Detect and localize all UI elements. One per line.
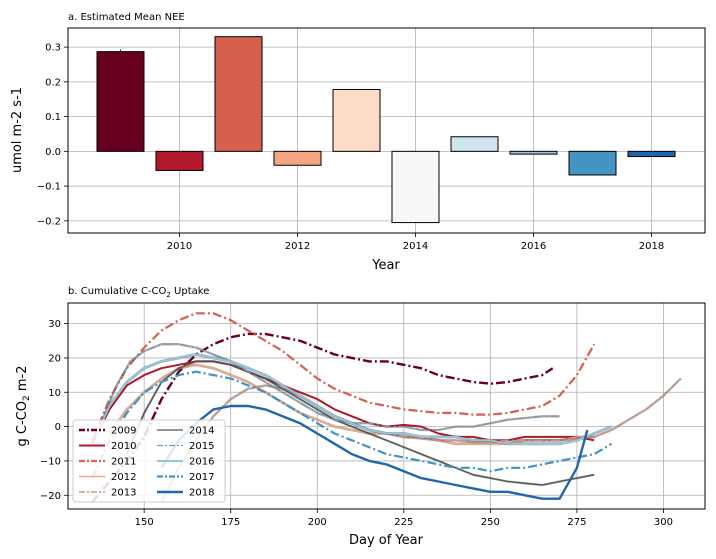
bar-2018 <box>627 150 676 158</box>
legend-box <box>72 419 226 503</box>
panel-b-x-tick-label: 300 <box>654 517 673 528</box>
series-line-2015 <box>101 343 560 431</box>
bar-2012 <box>273 150 322 166</box>
bar-2010 <box>155 150 204 171</box>
panel-b: b. Cumulative C-CO2 Uptake 150 175 200 225 2… <box>15 286 706 548</box>
series-line-2010 <box>91 360 595 445</box>
panel-a-y-tick-label: −0.1 <box>37 182 61 193</box>
legend-label-2017: 2017 <box>189 472 214 483</box>
series-line-2017 <box>91 370 613 479</box>
panel-a-x-tick-label: 2010 <box>167 241 192 252</box>
panel-b-x-tick-label: 150 <box>135 517 154 528</box>
bar-2011 <box>214 36 263 152</box>
series-line-2013 <box>160 378 682 503</box>
panel-b-y-tick-label: −10 <box>40 456 61 467</box>
panel-a-y-tick-label: 0.3 <box>45 43 61 54</box>
panel-a-x-tick-label: 2014 <box>403 241 428 252</box>
panel-b-lines <box>91 312 682 503</box>
series-line-2014 <box>126 360 595 486</box>
panel-b-title: b. Cumulative C-CO2 Uptake <box>68 286 209 299</box>
legend-label-2012: 2012 <box>111 472 136 483</box>
legend-label-2013: 2013 <box>111 488 136 499</box>
panel-b-frame <box>67 302 706 510</box>
legend-label-2009: 2009 <box>111 426 136 437</box>
legend-label-2011: 2011 <box>111 457 136 468</box>
panel-a-x-tick-label: 2012 <box>285 241 310 252</box>
bar-2015 <box>450 136 499 152</box>
series-line-2018 <box>160 404 589 500</box>
bar-2009 <box>96 51 145 152</box>
panel-b-x-tick-label: 275 <box>567 517 586 528</box>
series-line-2016 <box>94 353 612 445</box>
series-line-2011 <box>91 312 596 441</box>
panel-a-y-tick-label: 0.1 <box>45 112 61 123</box>
series-line-2012 <box>108 364 595 445</box>
bar-2013 <box>332 89 381 152</box>
panel-b-y-tick-label: 30 <box>48 319 61 330</box>
panel-b-y-ticks: 30 20 10 0 −10 −20 <box>40 319 68 502</box>
panel-b-x-label: Day of Year <box>349 533 424 548</box>
legend-label-2018: 2018 <box>189 488 214 499</box>
panel-a-bars <box>96 36 676 224</box>
legend-label-2016: 2016 <box>189 457 214 468</box>
panel-a-y-ticks: 0.3 0.2 0.1 0.0 −0.1 −0.2 <box>37 43 68 227</box>
panel-a-x-tick-label: 2018 <box>639 241 664 252</box>
panel-b-x-ticks: 150 175 200 225 250 275 300 <box>135 509 673 528</box>
panel-b-y-tick-label: 20 <box>48 353 61 364</box>
panel-a-y-tick-label: 0.2 <box>45 77 61 88</box>
panel-b-y-tick-label: −20 <box>40 491 61 502</box>
panel-b-x-tick-label: 250 <box>481 517 500 528</box>
panel-b-y-label: g C-CO2 m-2 <box>15 366 32 447</box>
legend-label-2010: 2010 <box>111 441 136 452</box>
panel-b-y-tick-label: 10 <box>48 388 61 399</box>
panel-b-legend: 2009 2010 2011 2012 2013 2014 2015 2016 2017 2018 <box>72 419 226 503</box>
panel-b-x-tick-label: 225 <box>394 517 413 528</box>
bar-2014 <box>391 150 440 224</box>
panel-a-grid <box>68 28 705 233</box>
panel-a-x-tick-label: 2016 <box>521 241 546 252</box>
panel-b-y-tick-label: 0 <box>55 422 61 433</box>
panel-a-y-tick-label: −0.2 <box>37 216 61 227</box>
panel-b-x-tick-label: 200 <box>308 517 327 528</box>
series-outline-2013 <box>160 377 682 503</box>
legend-label-2015: 2015 <box>189 441 214 452</box>
bar-2017 <box>568 150 617 176</box>
panel-a-y-label: umol m-2 s-1 <box>10 87 25 173</box>
panel-a-x-label: Year <box>371 258 400 273</box>
panel-b-x-tick-label: 175 <box>221 517 240 528</box>
legend-label-2014: 2014 <box>189 426 214 437</box>
panel-a: a. Estimated Mean NEE 2010 2012 2014 2016 20… <box>10 12 706 273</box>
panel-a-frame <box>67 27 706 234</box>
panel-a-x-ticks: 2010 2012 2014 2016 2018 <box>167 233 664 252</box>
bar-2016 <box>509 150 558 155</box>
panel-a-y-tick-label: 0.0 <box>45 147 61 158</box>
panel-a-title: a. Estimated Mean NEE <box>68 12 185 23</box>
